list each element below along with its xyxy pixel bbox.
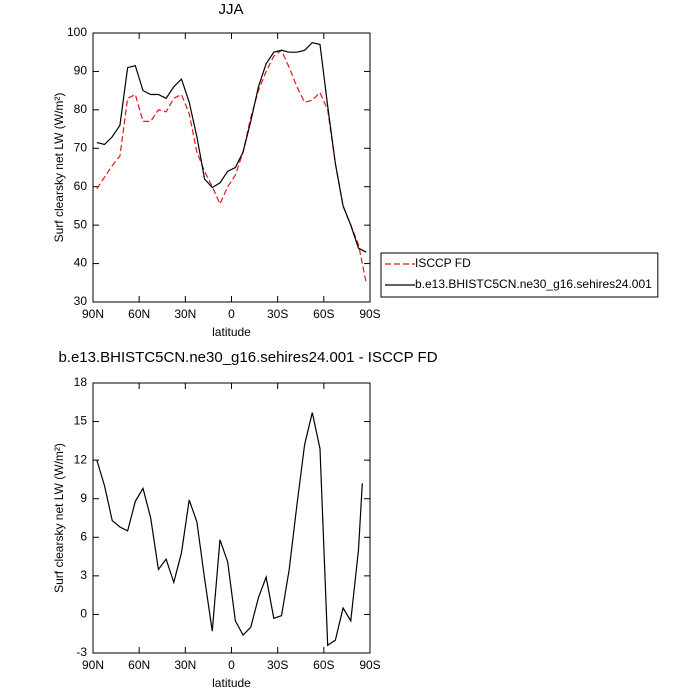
y-tick-label: 100: [67, 25, 87, 39]
series-line: [96, 41, 367, 253]
x-tick-label: 60N: [128, 307, 150, 321]
series-line: [96, 412, 363, 647]
x-tick-label: 30N: [174, 307, 196, 321]
x-tick-label: 0: [228, 658, 235, 672]
x-tick-label: 90N: [82, 658, 104, 672]
x-tick-label: 90S: [359, 307, 380, 321]
y-tick-label: 6: [80, 529, 87, 543]
x-tick-label: 30S: [267, 307, 288, 321]
y-tick-label: 9: [80, 491, 87, 505]
y-tick-label: 50: [74, 217, 88, 231]
x-tick-label: 30S: [267, 658, 288, 672]
series-line: [96, 49, 367, 283]
x-axis-label: latitude: [212, 325, 251, 339]
x-tick-label: 60N: [128, 658, 150, 672]
x-tick-label: 0: [228, 307, 235, 321]
y-axis-label: Surf clearsky net LW (W/m²): [52, 443, 66, 593]
y-tick-label: -3: [76, 645, 87, 659]
y-tick-label: 3: [80, 568, 87, 582]
y-tick-label: 15: [74, 414, 88, 428]
legend-label: b.e13.BHISTC5CN.ne30_g16.sehires24.001: [415, 277, 652, 291]
plot-frame: [92, 382, 371, 654]
y-tick-label: 90: [74, 64, 88, 78]
y-tick-label: 40: [74, 256, 88, 270]
y-tick-label: 0: [80, 607, 87, 621]
y-tick-label: 60: [74, 179, 88, 193]
y-axis-label: Surf clearsky net LW (W/m²): [52, 93, 66, 243]
x-tick-label: 90N: [82, 307, 104, 321]
y-tick-label: 30: [74, 294, 88, 308]
y-tick-label: 80: [74, 102, 88, 116]
plot-frame: [92, 32, 371, 303]
legend: ISCCP FD b.e13.BHISTC5CN.ne30_g16.sehires…: [380, 252, 659, 298]
chart-title: JJA: [218, 1, 243, 18]
x-tick-label: 60S: [313, 307, 334, 321]
y-tick-label: 18: [74, 375, 88, 389]
chart-title: b.e13.BHISTC5CN.ne30_g16.sehires24.001 -…: [58, 349, 437, 366]
x-tick-label: 60S: [313, 658, 334, 672]
x-axis-label: latitude: [212, 676, 251, 690]
y-tick-label: 70: [74, 140, 88, 154]
legend-frame: [380, 252, 659, 298]
legend-label: ISCCP FD: [415, 256, 471, 270]
y-tick-label: 12: [74, 452, 88, 466]
x-tick-label: 90S: [359, 658, 380, 672]
x-tick-label: 30N: [174, 658, 196, 672]
